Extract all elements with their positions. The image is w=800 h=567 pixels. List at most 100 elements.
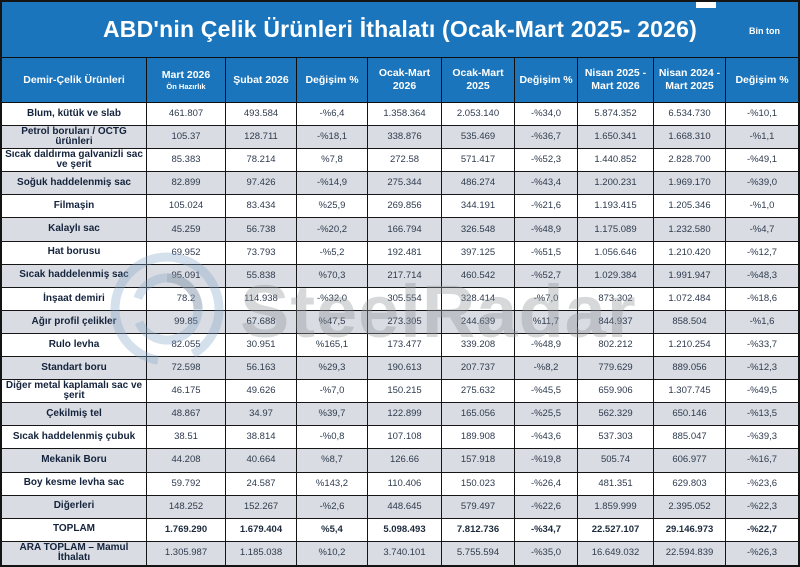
- value-cell: 73.793: [226, 241, 297, 265]
- product-cell: Sıcak daldırma galvanizli sac ve şerit: [2, 149, 147, 173]
- value-cell: 2.395.052: [654, 495, 726, 519]
- value-cell: -%33,7: [726, 333, 798, 358]
- value-cell: 505.74: [578, 449, 654, 473]
- value-cell: %39,7: [297, 403, 368, 427]
- table-row: Filmaşin 105.024 83.434 %25,9 269.856 344.191…: [2, 195, 798, 219]
- value-cell: 269.856: [368, 195, 442, 219]
- value-cell: 69.952: [147, 241, 226, 265]
- value-cell: -%34,0: [515, 103, 578, 127]
- value-cell: 150.023: [442, 472, 515, 496]
- value-cell: 1.307.745: [654, 380, 726, 404]
- value-cell: 126.66: [368, 449, 442, 473]
- value-cell: 2.828.700: [654, 149, 726, 173]
- table-body: Blum, kütük ve slab 461.807 493.584 -%6,4 1.…: [2, 103, 798, 565]
- product-cell: Boy kesme levha sac: [2, 472, 147, 496]
- value-cell: 460.542: [442, 264, 515, 288]
- table-row: Çekilmiş tel 48.867 34.97 %39,7 122.899 165.0…: [2, 403, 798, 427]
- value-cell: 326.548: [442, 218, 515, 242]
- value-cell: 1.175.089: [578, 218, 654, 242]
- value-cell: -%13,5: [726, 403, 798, 427]
- value-cell: -%22,6: [515, 495, 578, 519]
- value-cell: 122.899: [368, 403, 442, 427]
- product-cell: Sıcak haddelenmiş çubuk: [2, 426, 147, 450]
- table-header-row: Demir-Çelik Ürünleri Mart 2026 Ön Hazırlık…: [2, 58, 798, 103]
- value-cell: 55.838: [226, 264, 297, 288]
- column-header-sublabel: Ön Hazırlık: [166, 82, 206, 92]
- column-header-label: Değişim %: [519, 73, 573, 86]
- value-cell: 397.125: [442, 241, 515, 265]
- column-header-label: Ocak-Mart 2026: [378, 67, 431, 92]
- value-cell: %29,3: [297, 357, 368, 381]
- product-cell: Çekilmiş tel: [2, 403, 147, 427]
- value-cell: -%43,6: [515, 426, 578, 450]
- value-cell: 1.210.420: [654, 241, 726, 265]
- value-cell: -%39,0: [726, 172, 798, 196]
- column-header-1: Mart 2026 Ön Hazırlık: [147, 58, 226, 103]
- value-cell: 78.214: [226, 149, 297, 173]
- value-cell: 1.650.341: [578, 126, 654, 150]
- value-cell: 30.951: [226, 333, 297, 358]
- value-cell: %143,2: [297, 472, 368, 496]
- table-row: Diğer metal kaplamalı sac ve şerit 46.175…: [2, 380, 798, 404]
- value-cell: 344.191: [442, 195, 515, 219]
- value-cell: -%34,7: [515, 518, 578, 542]
- value-cell: 40.664: [226, 449, 297, 473]
- value-cell: 1.210.254: [654, 333, 726, 358]
- value-cell: -%10,1: [726, 103, 798, 127]
- value-cell: -%21,6: [515, 195, 578, 219]
- value-cell: 889.056: [654, 357, 726, 381]
- column-header-6: Değişim %: [515, 58, 578, 103]
- value-cell: 873.302: [578, 287, 654, 311]
- table-row: TOPLAM 1.769.290 1.679.404 %5,4 5.098.493 7.8…: [2, 518, 798, 542]
- value-cell: 217.714: [368, 264, 442, 288]
- value-cell: -%12,7: [726, 241, 798, 265]
- value-cell: -%26,4: [515, 472, 578, 496]
- value-cell: 650.146: [654, 403, 726, 427]
- value-cell: 659.906: [578, 380, 654, 404]
- value-cell: -%8,2: [515, 357, 578, 381]
- value-cell: 3.740.101: [368, 541, 442, 565]
- value-cell: -%26,3: [726, 541, 798, 565]
- value-cell: 448.645: [368, 495, 442, 519]
- value-cell: 105.024: [147, 195, 226, 219]
- value-cell: 305.554: [368, 287, 442, 311]
- value-cell: -%14,9: [297, 172, 368, 196]
- value-cell: -%7,0: [515, 287, 578, 311]
- value-cell: -%19,8: [515, 449, 578, 473]
- column-header-label: Şubat 2026: [233, 73, 289, 86]
- value-cell: 148.252: [147, 495, 226, 519]
- value-cell: 1.969.170: [654, 172, 726, 196]
- value-cell: 606.977: [654, 449, 726, 473]
- value-cell: -%48,3: [726, 264, 798, 288]
- value-cell: 49.626: [226, 380, 297, 404]
- table-row: Boy kesme levha sac 59.792 24.587 %143,2 110…: [2, 472, 798, 496]
- value-cell: 338.876: [368, 126, 442, 150]
- value-cell: -%49,1: [726, 149, 798, 173]
- value-cell: 493.584: [226, 103, 297, 127]
- value-cell: 56.738: [226, 218, 297, 242]
- value-cell: 1.440.852: [578, 149, 654, 173]
- product-cell: Sıcak haddelenmiş sac: [2, 264, 147, 288]
- value-cell: -%6,4: [297, 103, 368, 127]
- value-cell: -%5,2: [297, 241, 368, 265]
- value-cell: 78.2: [147, 287, 226, 311]
- product-cell: Ağır profil çelikler: [2, 310, 147, 334]
- value-cell: -%52,3: [515, 149, 578, 173]
- value-cell: 7.812.736: [442, 518, 515, 542]
- value-cell: -%4,7: [726, 218, 798, 242]
- value-cell: 244.639: [442, 310, 515, 334]
- value-cell: %70,3: [297, 264, 368, 288]
- value-cell: 275.344: [368, 172, 442, 196]
- value-cell: 1.056.646: [578, 241, 654, 265]
- product-cell: Standart boru: [2, 357, 147, 381]
- value-cell: 34.97: [226, 403, 297, 427]
- value-cell: 1.769.290: [147, 518, 226, 542]
- value-cell: -%45,5: [515, 380, 578, 404]
- value-cell: 46.175: [147, 380, 226, 404]
- value-cell: 128.711: [226, 126, 297, 150]
- value-cell: 629.803: [654, 472, 726, 496]
- value-cell: %11,7: [515, 310, 578, 334]
- product-cell: Hat borusu: [2, 241, 147, 265]
- unit-label: Bin ton: [749, 26, 780, 36]
- value-cell: -%0,8: [297, 426, 368, 450]
